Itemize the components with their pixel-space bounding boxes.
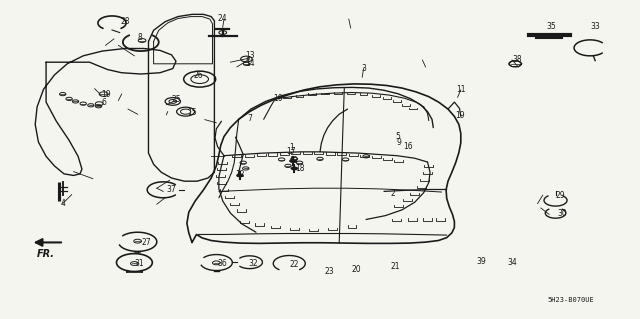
Text: 5: 5 <box>396 132 401 141</box>
Text: 40: 40 <box>288 156 298 165</box>
Text: 34: 34 <box>507 258 517 267</box>
Text: 2: 2 <box>390 189 396 198</box>
Text: 19: 19 <box>454 111 465 120</box>
Text: 9: 9 <box>397 138 402 147</box>
Text: 27: 27 <box>141 238 151 247</box>
Text: 1: 1 <box>289 143 294 152</box>
Text: 5H23-B070UE: 5H23-B070UE <box>547 297 594 303</box>
Text: 31: 31 <box>134 259 145 268</box>
Circle shape <box>289 159 297 163</box>
Text: 32: 32 <box>248 259 258 268</box>
Text: 39: 39 <box>476 257 486 266</box>
Text: 3: 3 <box>361 64 366 73</box>
Text: 26: 26 <box>193 71 204 80</box>
Text: 22: 22 <box>290 260 299 269</box>
Text: 12: 12 <box>236 170 244 179</box>
Text: 37: 37 <box>166 185 177 194</box>
Text: 4: 4 <box>60 199 65 208</box>
Circle shape <box>236 174 244 177</box>
Text: 28: 28 <box>120 17 129 26</box>
Text: 25: 25 <box>171 95 181 104</box>
Text: 21: 21 <box>391 262 400 271</box>
Text: 6: 6 <box>101 98 106 107</box>
Text: 17: 17 <box>286 147 296 156</box>
Text: 19: 19 <box>100 90 111 99</box>
Circle shape <box>291 167 298 170</box>
Text: 33: 33 <box>590 22 600 31</box>
Text: 30: 30 <box>557 209 567 218</box>
Text: 23: 23 <box>324 267 335 276</box>
Text: FR.: FR. <box>37 249 55 259</box>
Text: 7: 7 <box>247 114 252 122</box>
Text: 10: 10 <box>273 94 284 103</box>
Text: 38: 38 <box>512 55 522 63</box>
Text: 24: 24 <box>218 14 228 23</box>
Text: 14: 14 <box>244 59 255 68</box>
Text: 18: 18 <box>295 164 304 173</box>
Text: 16: 16 <box>403 142 413 151</box>
Text: 8: 8 <box>137 33 142 42</box>
Text: 36: 36 <box>218 259 228 268</box>
Text: 35: 35 <box>547 22 557 31</box>
Text: 15: 15 <box>187 108 197 117</box>
Text: 11: 11 <box>456 85 465 94</box>
Text: 29: 29 <box>555 191 565 200</box>
Text: 20: 20 <box>351 265 361 274</box>
Text: 13: 13 <box>244 51 255 60</box>
